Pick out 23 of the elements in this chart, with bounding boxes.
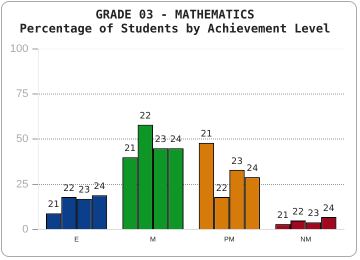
series-label: 22: [63, 184, 75, 194]
text: 24: [94, 182, 106, 192]
text: 24: [322, 204, 334, 214]
series-label: 23: [78, 186, 90, 196]
y-tick-label: 0: [22, 224, 28, 236]
chart-subtitle: Percentage of Students by Achievement Level: [20, 22, 330, 36]
text: 23: [154, 135, 166, 146]
text: 21: [277, 211, 289, 222]
text: 22: [216, 184, 228, 194]
y-tick-label: 100: [10, 42, 28, 55]
y-tick-label: 75: [16, 88, 28, 100]
text: 23: [231, 156, 243, 167]
y-tick-label: 50: [16, 133, 28, 146]
text: 24: [246, 164, 258, 174]
text: 22: [292, 207, 304, 218]
text: 23: [308, 209, 320, 220]
y-tick-label: 25: [16, 178, 28, 190]
text: 21: [200, 130, 212, 140]
text: 22: [140, 112, 152, 122]
chart-title: GRADE 03 - MATHEMATICS: [96, 7, 254, 22]
series-label: 24: [170, 135, 182, 146]
series-label: 21: [124, 144, 136, 154]
text: 21: [48, 200, 60, 210]
